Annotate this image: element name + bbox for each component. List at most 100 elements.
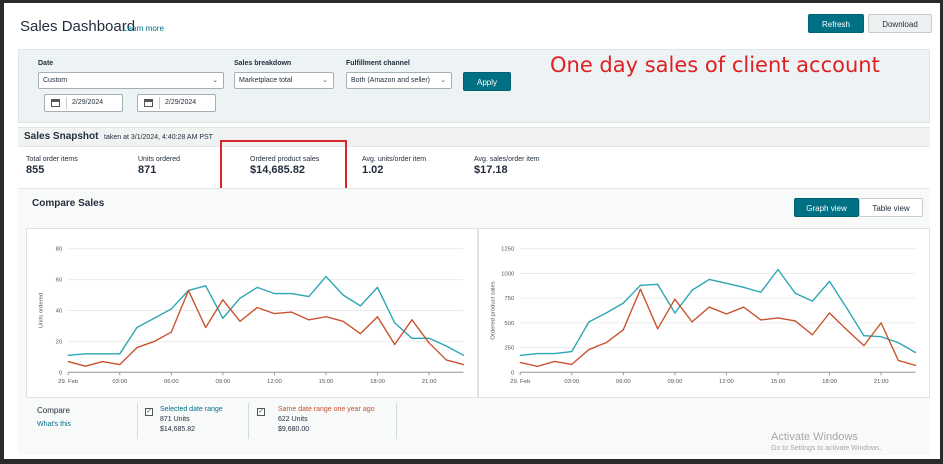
learn-more-link[interactable]: Learn more (123, 24, 164, 33)
y-tick-label: 80 (56, 247, 63, 253)
refresh-button[interactable]: Refresh (808, 14, 864, 33)
data-point (536, 365, 538, 367)
data-point (376, 316, 379, 318)
fulfillment-channel-value: Both (Amazon and seller) (351, 77, 430, 84)
data-point (828, 312, 831, 314)
y-tick-label: 20 (56, 339, 63, 345)
date-label: Date (38, 60, 54, 67)
data-point (84, 353, 86, 355)
data-point (308, 296, 310, 298)
ordered-product-sales-chart: 0 250 500 750 1000 1250 29. Feb 03:00 06:00 09:00… (478, 228, 930, 398)
data-point (222, 317, 224, 319)
end-date-field[interactable]: 2/29/2024 (137, 94, 216, 112)
sales-dashboard-page: Sales Dashboard Learn more Refresh Downl… (4, 3, 940, 459)
compare-sales-title: Compare Sales (32, 198, 105, 209)
data-point (394, 343, 396, 346)
last-year-line (520, 288, 916, 368)
data-point (136, 326, 138, 329)
field-divider (66, 97, 67, 109)
data-point (553, 352, 556, 355)
data-point (291, 292, 293, 295)
selected-range-line (520, 268, 916, 357)
x-tick-label: 09:00 (667, 379, 682, 385)
sales-breakdown-dropdown[interactable]: Marketplace total ⌄ (234, 72, 334, 89)
y-axis-label: Ordered product sales (490, 281, 496, 339)
graph-view-button[interactable]: Graph view (794, 198, 859, 217)
x-tick-label: 15:00 (319, 379, 334, 385)
fulfillment-channel-dropdown[interactable]: Both (Amazon and seller) ⌄ (346, 72, 452, 89)
data-point (743, 286, 745, 288)
data-point (811, 300, 813, 302)
calendar-icon (144, 99, 153, 107)
data-point (84, 365, 86, 367)
data-point (411, 337, 413, 339)
last-year-checkbox[interactable]: ✓ (257, 408, 265, 416)
download-button[interactable]: Download (868, 14, 932, 33)
data-point (846, 329, 848, 331)
data-point (119, 363, 121, 366)
chevron-down-icon: ⌄ (212, 77, 218, 84)
data-point (67, 360, 69, 363)
y-tick-label: 1250 (501, 247, 515, 253)
y-tick-label: 500 (504, 321, 515, 327)
data-point (101, 353, 104, 355)
data-point (136, 346, 138, 349)
chevron-down-icon: ⌄ (440, 77, 446, 84)
data-point (588, 348, 590, 351)
selected-range-checkbox[interactable]: ✓ (145, 408, 153, 416)
start-date-value: 2/29/2024 (72, 99, 104, 106)
data-point (445, 359, 447, 361)
compare-divider (396, 403, 397, 439)
whats-this-link[interactable]: What's this (37, 421, 72, 428)
metric-value-avg-sales-per-order-item: $17.18 (474, 164, 508, 176)
metric-label-avg-units-per-order-item: Avg. units/order item (362, 156, 427, 163)
windows-activation-hint: Go to Settings to activate Windows. (771, 445, 882, 452)
data-point (153, 340, 155, 343)
data-point (67, 354, 69, 356)
units-ordered-chart: 0 20 40 60 80 29. Feb 03:00 06:00 09:00 12:00 15:0… (26, 228, 478, 398)
annotation-text: One day sales of client account (550, 53, 880, 77)
sales-breakdown-value: Marketplace total (239, 77, 293, 84)
table-view-button[interactable]: Table view (859, 198, 923, 217)
metric-value-total-order-items: 855 (26, 164, 45, 176)
metric-value-avg-units-per-order-item: 1.02 (362, 164, 384, 176)
last-year-line (68, 289, 464, 367)
data-point (622, 329, 624, 331)
data-point (187, 289, 190, 292)
metric-value-units-ordered: 871 (138, 164, 157, 176)
data-point (777, 268, 779, 271)
start-date-field[interactable]: 2/29/2024 (44, 94, 123, 112)
data-point (553, 360, 556, 363)
apply-button[interactable]: Apply (463, 72, 511, 91)
x-tick-label: 29. Feb (510, 379, 531, 385)
date-dropdown-value: Custom (43, 77, 68, 84)
compare-divider (248, 403, 249, 439)
data-point (588, 321, 590, 323)
data-point (657, 283, 659, 285)
data-point (394, 322, 396, 324)
data-point (639, 284, 642, 286)
data-point (519, 361, 521, 364)
data-point (691, 289, 693, 291)
data-point (657, 328, 659, 330)
x-tick-label: 18:00 (370, 379, 385, 385)
y-tick-label: 0 (59, 370, 63, 376)
metric-label-ordered-product-sales: Ordered product sales (250, 156, 320, 163)
data-point (863, 345, 865, 347)
selected-range-label: Selected date range (160, 406, 223, 413)
date-dropdown[interactable]: Custom ⌄ (38, 72, 224, 89)
selected-range-line (68, 275, 464, 356)
x-tick-label: 03:00 (112, 379, 127, 385)
data-point (205, 326, 207, 329)
end-date-value: 2/29/2024 (165, 99, 197, 106)
data-point (153, 317, 155, 319)
data-point (897, 342, 899, 344)
data-point (359, 333, 361, 335)
data-point (205, 285, 207, 287)
windows-activation-watermark: Activate Windows (771, 431, 858, 443)
y-tick-label: 750 (504, 296, 515, 302)
data-point (462, 354, 465, 356)
x-tick-label: 06:00 (164, 379, 179, 385)
data-point (639, 288, 642, 290)
sales-snapshot-title: Sales Snapshot (24, 131, 99, 142)
